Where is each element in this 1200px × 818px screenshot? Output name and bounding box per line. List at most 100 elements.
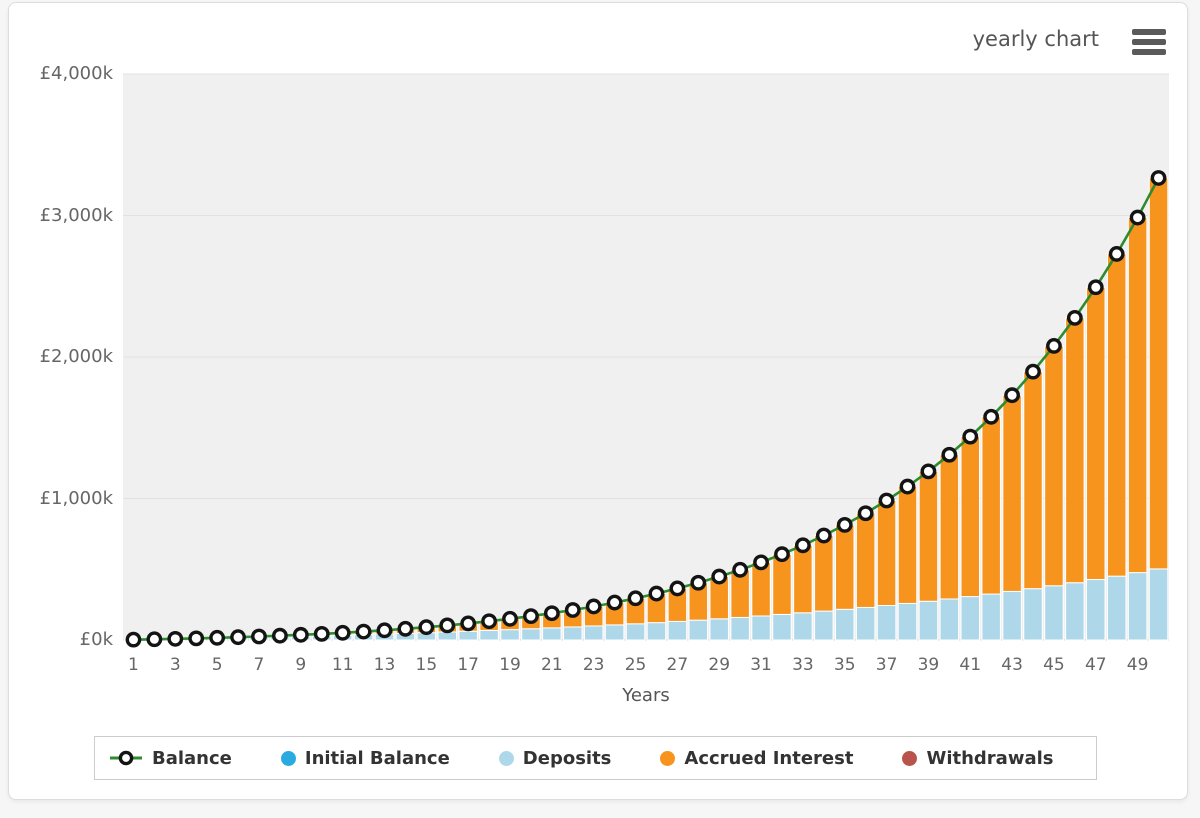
balance-marker-year-14[interactable] xyxy=(397,620,414,637)
bar-deposits-year-41[interactable] xyxy=(960,596,981,641)
bar-accrued-interest-year-31[interactable] xyxy=(751,561,771,617)
bar-deposits-year-20[interactable] xyxy=(521,628,541,641)
balance-marker-year-18[interactable] xyxy=(481,613,497,630)
balance-marker-year-8[interactable] xyxy=(271,627,288,644)
balance-marker-year-7[interactable] xyxy=(251,628,267,645)
bar-deposits-year-28[interactable] xyxy=(688,619,709,641)
bar-deposits-year-22[interactable] xyxy=(563,626,583,641)
balance-marker-year-6[interactable] xyxy=(230,629,246,646)
balance-marker-year-9[interactable] xyxy=(292,626,309,643)
balance-marker-year-16[interactable] xyxy=(439,617,456,634)
balance-marker-year-3[interactable] xyxy=(167,630,184,647)
balance-marker-year-34[interactable] xyxy=(815,527,832,544)
balance-marker-year-5[interactable] xyxy=(209,629,226,646)
balance-marker-year-50[interactable] xyxy=(1150,170,1167,186)
balance-marker-year-43[interactable] xyxy=(1004,387,1020,404)
bar-accrued-interest-year-34[interactable] xyxy=(814,535,834,612)
balance-marker-year-28[interactable] xyxy=(690,574,707,591)
balance-marker-year-35[interactable] xyxy=(836,516,853,533)
bar-deposits-year-49[interactable] xyxy=(1127,572,1148,641)
bar-deposits-year-37[interactable] xyxy=(876,604,897,641)
bar-accrued-interest-year-45[interactable] xyxy=(1044,345,1064,587)
bar-deposits-year-31[interactable] xyxy=(751,615,771,641)
balance-marker-year-13[interactable] xyxy=(376,622,393,639)
balance-marker-year-22[interactable] xyxy=(564,602,581,618)
balance-marker-year-37[interactable] xyxy=(878,492,895,509)
bar-deposits-year-27[interactable] xyxy=(667,620,688,641)
balance-marker-year-27[interactable] xyxy=(669,580,686,597)
balance-marker-year-31[interactable] xyxy=(753,554,769,571)
bar-accrued-interest-year-33[interactable] xyxy=(793,544,813,614)
balance-marker-year-45[interactable] xyxy=(1046,338,1062,354)
bar-accrued-interest-year-37[interactable] xyxy=(876,499,897,606)
balance-marker-year-15[interactable] xyxy=(418,619,435,636)
legend-item-withdrawals[interactable]: Withdrawals xyxy=(902,748,1053,769)
balance-marker-year-11[interactable] xyxy=(334,624,351,641)
balance-marker-year-49[interactable] xyxy=(1129,209,1146,226)
bar-deposits-year-23[interactable] xyxy=(583,625,604,641)
balance-marker-year-44[interactable] xyxy=(1025,363,1041,380)
bar-accrued-interest-year-35[interactable] xyxy=(834,524,855,610)
balance-marker-year-10[interactable] xyxy=(313,625,330,642)
bar-deposits-year-36[interactable] xyxy=(855,606,876,641)
bar-deposits-year-29[interactable] xyxy=(709,618,729,641)
legend-item-accrued-interest[interactable]: Accrued Interest xyxy=(660,748,853,769)
balance-marker-year-48[interactable] xyxy=(1108,246,1125,262)
balance-marker-year-17[interactable] xyxy=(460,615,477,632)
balance-marker-year-26[interactable] xyxy=(648,585,665,602)
bar-deposits-year-32[interactable] xyxy=(772,613,792,641)
bar-accrued-interest-year-36[interactable] xyxy=(855,512,876,608)
legend-item-initial-balance[interactable]: Initial Balance xyxy=(280,748,450,769)
balance-marker-year-33[interactable] xyxy=(795,537,811,554)
balance-marker-year-42[interactable] xyxy=(983,408,1000,425)
bar-deposits-year-34[interactable] xyxy=(814,610,834,641)
bar-deposits-year-50[interactable] xyxy=(1148,568,1169,641)
bar-deposits-year-38[interactable] xyxy=(897,602,918,641)
balance-marker-year-41[interactable] xyxy=(962,428,979,445)
bar-accrued-interest-year-41[interactable] xyxy=(960,436,981,598)
balance-marker-year-24[interactable] xyxy=(606,594,623,611)
bar-accrued-interest-year-39[interactable] xyxy=(918,470,939,602)
balance-marker-year-46[interactable] xyxy=(1066,309,1083,326)
balance-marker-year-12[interactable] xyxy=(355,623,372,640)
bar-accrued-interest-year-49[interactable] xyxy=(1127,217,1148,574)
bar-deposits-year-21[interactable] xyxy=(542,627,562,641)
bar-deposits-year-18[interactable] xyxy=(479,629,499,641)
bar-deposits-year-17[interactable] xyxy=(458,630,478,641)
balance-marker-year-23[interactable] xyxy=(585,598,602,615)
bar-deposits-year-33[interactable] xyxy=(793,612,813,641)
bar-deposits-year-35[interactable] xyxy=(834,608,855,641)
balance-marker-year-1[interactable] xyxy=(125,631,142,648)
bar-accrued-interest-year-48[interactable] xyxy=(1106,253,1127,577)
balance-marker-year-40[interactable] xyxy=(941,446,958,463)
bar-accrued-interest-year-47[interactable] xyxy=(1086,286,1106,581)
bar-deposits-year-48[interactable] xyxy=(1106,575,1127,641)
bar-deposits-year-43[interactable] xyxy=(1002,590,1022,641)
balance-marker-year-39[interactable] xyxy=(920,463,937,480)
bar-deposits-year-26[interactable] xyxy=(646,622,667,641)
balance-marker-year-30[interactable] xyxy=(732,561,749,578)
bar-accrued-interest-year-32[interactable] xyxy=(772,553,792,615)
bar-deposits-year-24[interactable] xyxy=(604,624,625,641)
balance-marker-year-21[interactable] xyxy=(543,605,560,622)
balance-marker-year-25[interactable] xyxy=(627,590,644,607)
bar-accrued-interest-year-46[interactable] xyxy=(1065,317,1085,584)
bar-deposits-year-46[interactable] xyxy=(1065,582,1085,641)
bar-deposits-year-42[interactable] xyxy=(981,593,1001,641)
legend-item-balance[interactable]: Balance xyxy=(109,748,232,769)
balance-marker-year-2[interactable] xyxy=(146,631,163,648)
balance-marker-year-36[interactable] xyxy=(857,505,874,522)
balance-marker-year-32[interactable] xyxy=(774,546,790,563)
bar-accrued-interest-year-50[interactable] xyxy=(1148,177,1169,570)
bar-deposits-year-47[interactable] xyxy=(1086,579,1106,641)
balance-marker-year-38[interactable] xyxy=(899,478,916,495)
hamburger-menu-icon[interactable] xyxy=(1132,29,1166,55)
bar-deposits-year-44[interactable] xyxy=(1023,588,1043,641)
bar-deposits-year-40[interactable] xyxy=(939,598,960,641)
bar-deposits-year-45[interactable] xyxy=(1044,585,1064,641)
balance-marker-year-47[interactable] xyxy=(1087,279,1104,296)
bar-deposits-year-19[interactable] xyxy=(500,629,520,641)
balance-marker-year-20[interactable] xyxy=(523,608,539,625)
balance-marker-year-29[interactable] xyxy=(711,568,728,585)
bar-deposits-year-39[interactable] xyxy=(918,600,939,641)
